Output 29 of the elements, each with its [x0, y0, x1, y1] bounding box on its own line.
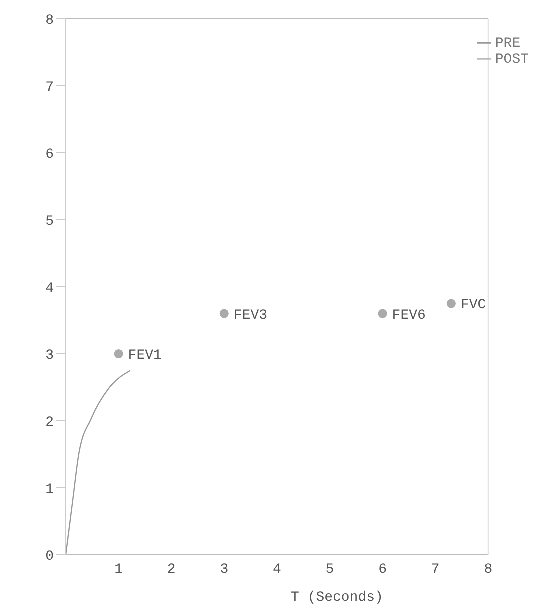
x-tick-label: 4 [272, 562, 282, 578]
legend-label: POST [495, 52, 529, 68]
x-tick-label: 8 [484, 562, 493, 578]
y-tick-label: 3 [46, 348, 54, 364]
data-label: FEV3 [234, 308, 268, 324]
point [378, 309, 388, 318]
y-tick-label: 5 [46, 214, 54, 230]
x-tick-label: 5 [326, 562, 334, 578]
x-tick-label: 6 [378, 562, 387, 578]
x-tick-label: 2 [167, 562, 176, 578]
y-tick-label: 4 [46, 280, 54, 297]
point [446, 299, 456, 308]
line-series [66, 370, 132, 555]
x-tick-label: 3 [220, 562, 229, 578]
y-tick-label: 0 [46, 548, 54, 565]
y-tick-label: 1 [46, 482, 54, 498]
data-label: FVC [460, 298, 486, 314]
x-tick-label: 1 [114, 562, 123, 578]
legend-label: PRE [495, 36, 521, 52]
y-tick-label: 7 [46, 80, 54, 96]
data-label: FEV1 [128, 348, 162, 364]
y-tick-label: 6 [46, 146, 54, 163]
y-tick-label: 2 [46, 414, 54, 431]
point [220, 309, 229, 318]
data-label: FEV6 [392, 308, 426, 324]
point [114, 349, 124, 359]
x-tick-label: 7 [431, 562, 440, 578]
y-tick-label: 8 [46, 12, 54, 29]
x-axis-title: T (Seconds) [290, 590, 384, 606]
